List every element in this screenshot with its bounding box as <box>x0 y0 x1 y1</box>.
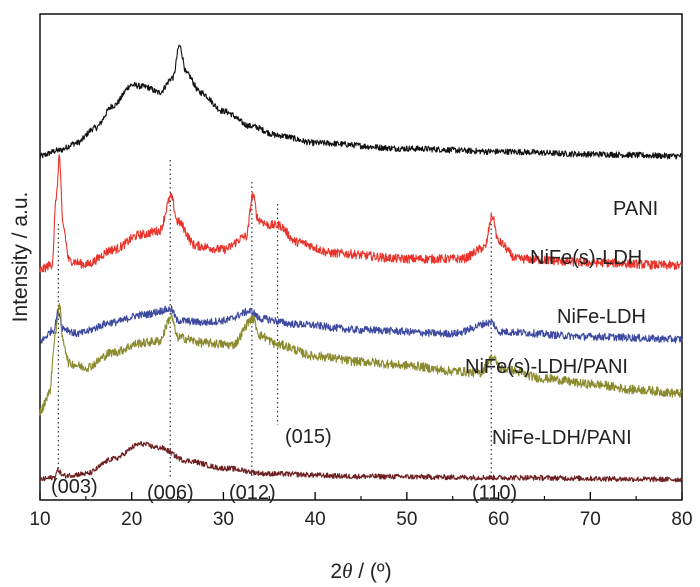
series-group <box>39 44 683 483</box>
peak-label-015: (015) <box>285 426 332 448</box>
series-label-nife-s-ldh-pani: NiFe(s)-LDH/PANI <box>465 356 628 378</box>
x-tick-label: 80 <box>671 509 692 530</box>
series-line <box>39 154 683 273</box>
x-tick-label: 50 <box>396 509 417 530</box>
series-line <box>39 44 683 160</box>
series-line <box>39 441 683 483</box>
peak-label-006: (006) <box>147 482 194 504</box>
x-tick-label: 60 <box>488 509 509 530</box>
x-tick-label: 70 <box>580 509 601 530</box>
x-tick-label: 10 <box>29 509 50 530</box>
x-axis-ticks: 10 20 30 40 50 60 70 80 <box>29 492 693 530</box>
y-axis-label: Intensity / a.u. <box>9 192 32 323</box>
x-tick-label: 30 <box>213 509 234 530</box>
series-label-pani: PANI <box>613 198 658 220</box>
peak-label-110: (110) <box>472 482 517 504</box>
x-tick-label: 40 <box>305 509 326 530</box>
series-line <box>39 305 683 344</box>
series-line <box>39 302 683 416</box>
peak-label-003: (003) <box>51 476 98 498</box>
x-axis-label-suffix: / (º) <box>352 560 391 583</box>
x-axis-label: 2θ / (º) <box>330 559 391 583</box>
series-label-nife-ldh: NiFe-LDH <box>557 306 646 328</box>
peak-label-012: (012) <box>229 482 276 504</box>
x-tick-label: 20 <box>121 509 142 530</box>
x-axis-label-theta: θ <box>342 559 352 583</box>
series-label-nife-s-ldh: NiFe(s)-LDH <box>530 247 642 269</box>
x-axis-label-prefix: 2 <box>330 560 342 583</box>
series-label-nife-ldh-pani: NiFe-LDH/PANI <box>492 427 632 449</box>
